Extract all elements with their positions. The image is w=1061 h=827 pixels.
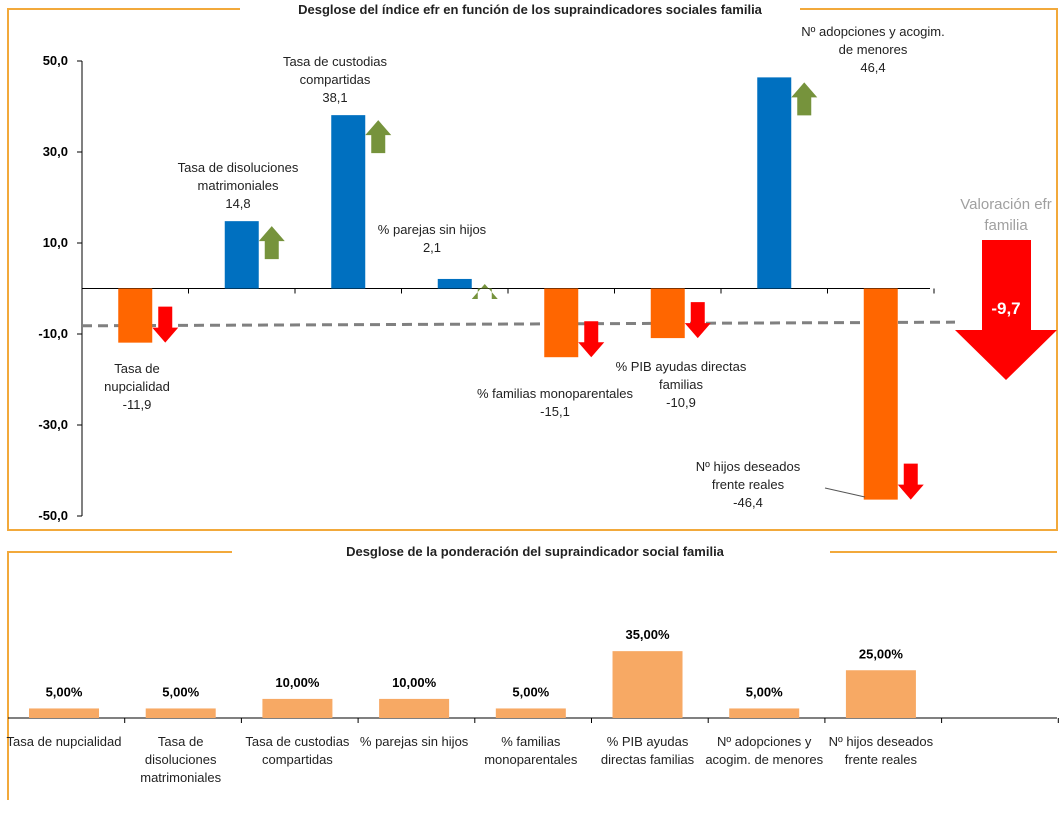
category-label: % familias monoparentales (484, 734, 578, 767)
bar (29, 708, 100, 718)
bar (224, 221, 259, 289)
bar (331, 115, 366, 289)
category-label: Nº adopciones y acogim. de menores (705, 734, 824, 767)
bar (650, 288, 685, 339)
category-label: % PIB ayudas directas familias (600, 734, 695, 767)
value-label: 46,4 (860, 60, 886, 76)
category-label: % parejas sin hijos (359, 734, 469, 749)
category-label: Tasa de disoluciones matrimoniales (177, 160, 299, 194)
data-label: % PIB ayudas directas familias -10,9 (606, 358, 756, 412)
bar (379, 698, 450, 718)
summary-value: -9,7 (991, 299, 1021, 318)
category-label: Nº hijos deseados frente reales (828, 734, 934, 767)
data-label: Nº adopciones y acogim. de menores 46,4 (793, 23, 953, 77)
bar (863, 288, 898, 500)
bar (495, 708, 566, 718)
bar (437, 278, 472, 289)
trend-arrow (897, 463, 924, 500)
data-label: Tasa de custodias compartidas 38,1 (275, 53, 395, 107)
y-tick-label: 30,0 (43, 144, 68, 159)
bar (262, 698, 333, 718)
data-label: Tasa de nupcialidad -11,9 (92, 360, 182, 414)
chart-title: Desglose de la ponderación del supraindi… (346, 544, 724, 559)
y-tick-label: 10,0 (43, 235, 68, 250)
trend-line (81, 320, 956, 328)
value-label: 25,00% (859, 646, 904, 661)
frame (7, 8, 1058, 800)
value-label: 5,00% (46, 684, 83, 699)
category-label: Tasa de custodias compartidas (282, 54, 388, 88)
trend-arrow (578, 321, 605, 358)
data-label: Tasa de disoluciones matrimoniales 14,8 (163, 159, 313, 213)
bar (612, 651, 683, 718)
bar (845, 670, 916, 718)
y-tick-label: -30,0 (38, 417, 68, 432)
trend-arrow (684, 302, 711, 339)
value-label: 2,1 (422, 239, 442, 255)
y-tick-label: 50,0 (43, 53, 68, 68)
category-label: Tasa de nupcialidad (6, 734, 122, 749)
trend-arrow (365, 120, 392, 154)
value-label: 5,00% (512, 684, 549, 699)
y-tick-label: -50,0 (38, 508, 68, 523)
value-label: 14,8 (225, 196, 251, 212)
y-tick-label: -10,0 (38, 326, 68, 341)
trend-arrow (471, 283, 498, 299)
data-label: % familias monoparentales -15,1 (450, 385, 660, 421)
bar (145, 708, 216, 718)
value-label: -11,9 (122, 397, 152, 412)
category-label: Tasa de custodias compartidas (245, 734, 350, 767)
value-label: 10,00% (275, 675, 320, 690)
leader-line (824, 487, 866, 498)
trend-arrow (791, 82, 818, 116)
value-label: 5,00% (162, 684, 199, 699)
trend-arrow (152, 306, 179, 343)
summary-arrow (955, 240, 1057, 380)
trend-arrow (258, 226, 285, 260)
category-label: % PIB ayudas directas familias (615, 359, 747, 392)
bar (729, 708, 800, 718)
category-label: Nº hijos deseados frente reales (695, 459, 801, 492)
value-label: -15,1 (540, 404, 570, 419)
category-label: Tasa de nupcialidad (104, 361, 170, 394)
value-label: 38,1 (322, 90, 348, 106)
data-label: % parejas sin hijos 2,1 (352, 221, 512, 257)
category-label: Tasa de disoluciones matrimoniales (140, 734, 222, 785)
value-label: -10,9 (666, 395, 696, 410)
value-label: -46,4 (733, 495, 763, 510)
summary-label: Valoración efr familia (960, 196, 1052, 234)
category-label: Nº adopciones y acogim. de menores (801, 24, 945, 58)
bar (118, 288, 153, 343)
category-label: % familias monoparentales (476, 386, 634, 401)
bar (544, 288, 579, 358)
data-label: Nº hijos deseados frente reales -46,4 (683, 458, 813, 512)
value-label: 35,00% (625, 627, 670, 642)
value-label: 5,00% (746, 684, 783, 699)
category-label: % parejas sin hijos (377, 221, 487, 237)
bar (757, 77, 792, 289)
value-label: 10,00% (392, 675, 437, 690)
chart-title: Desglose del índice efr en función de lo… (298, 2, 762, 17)
